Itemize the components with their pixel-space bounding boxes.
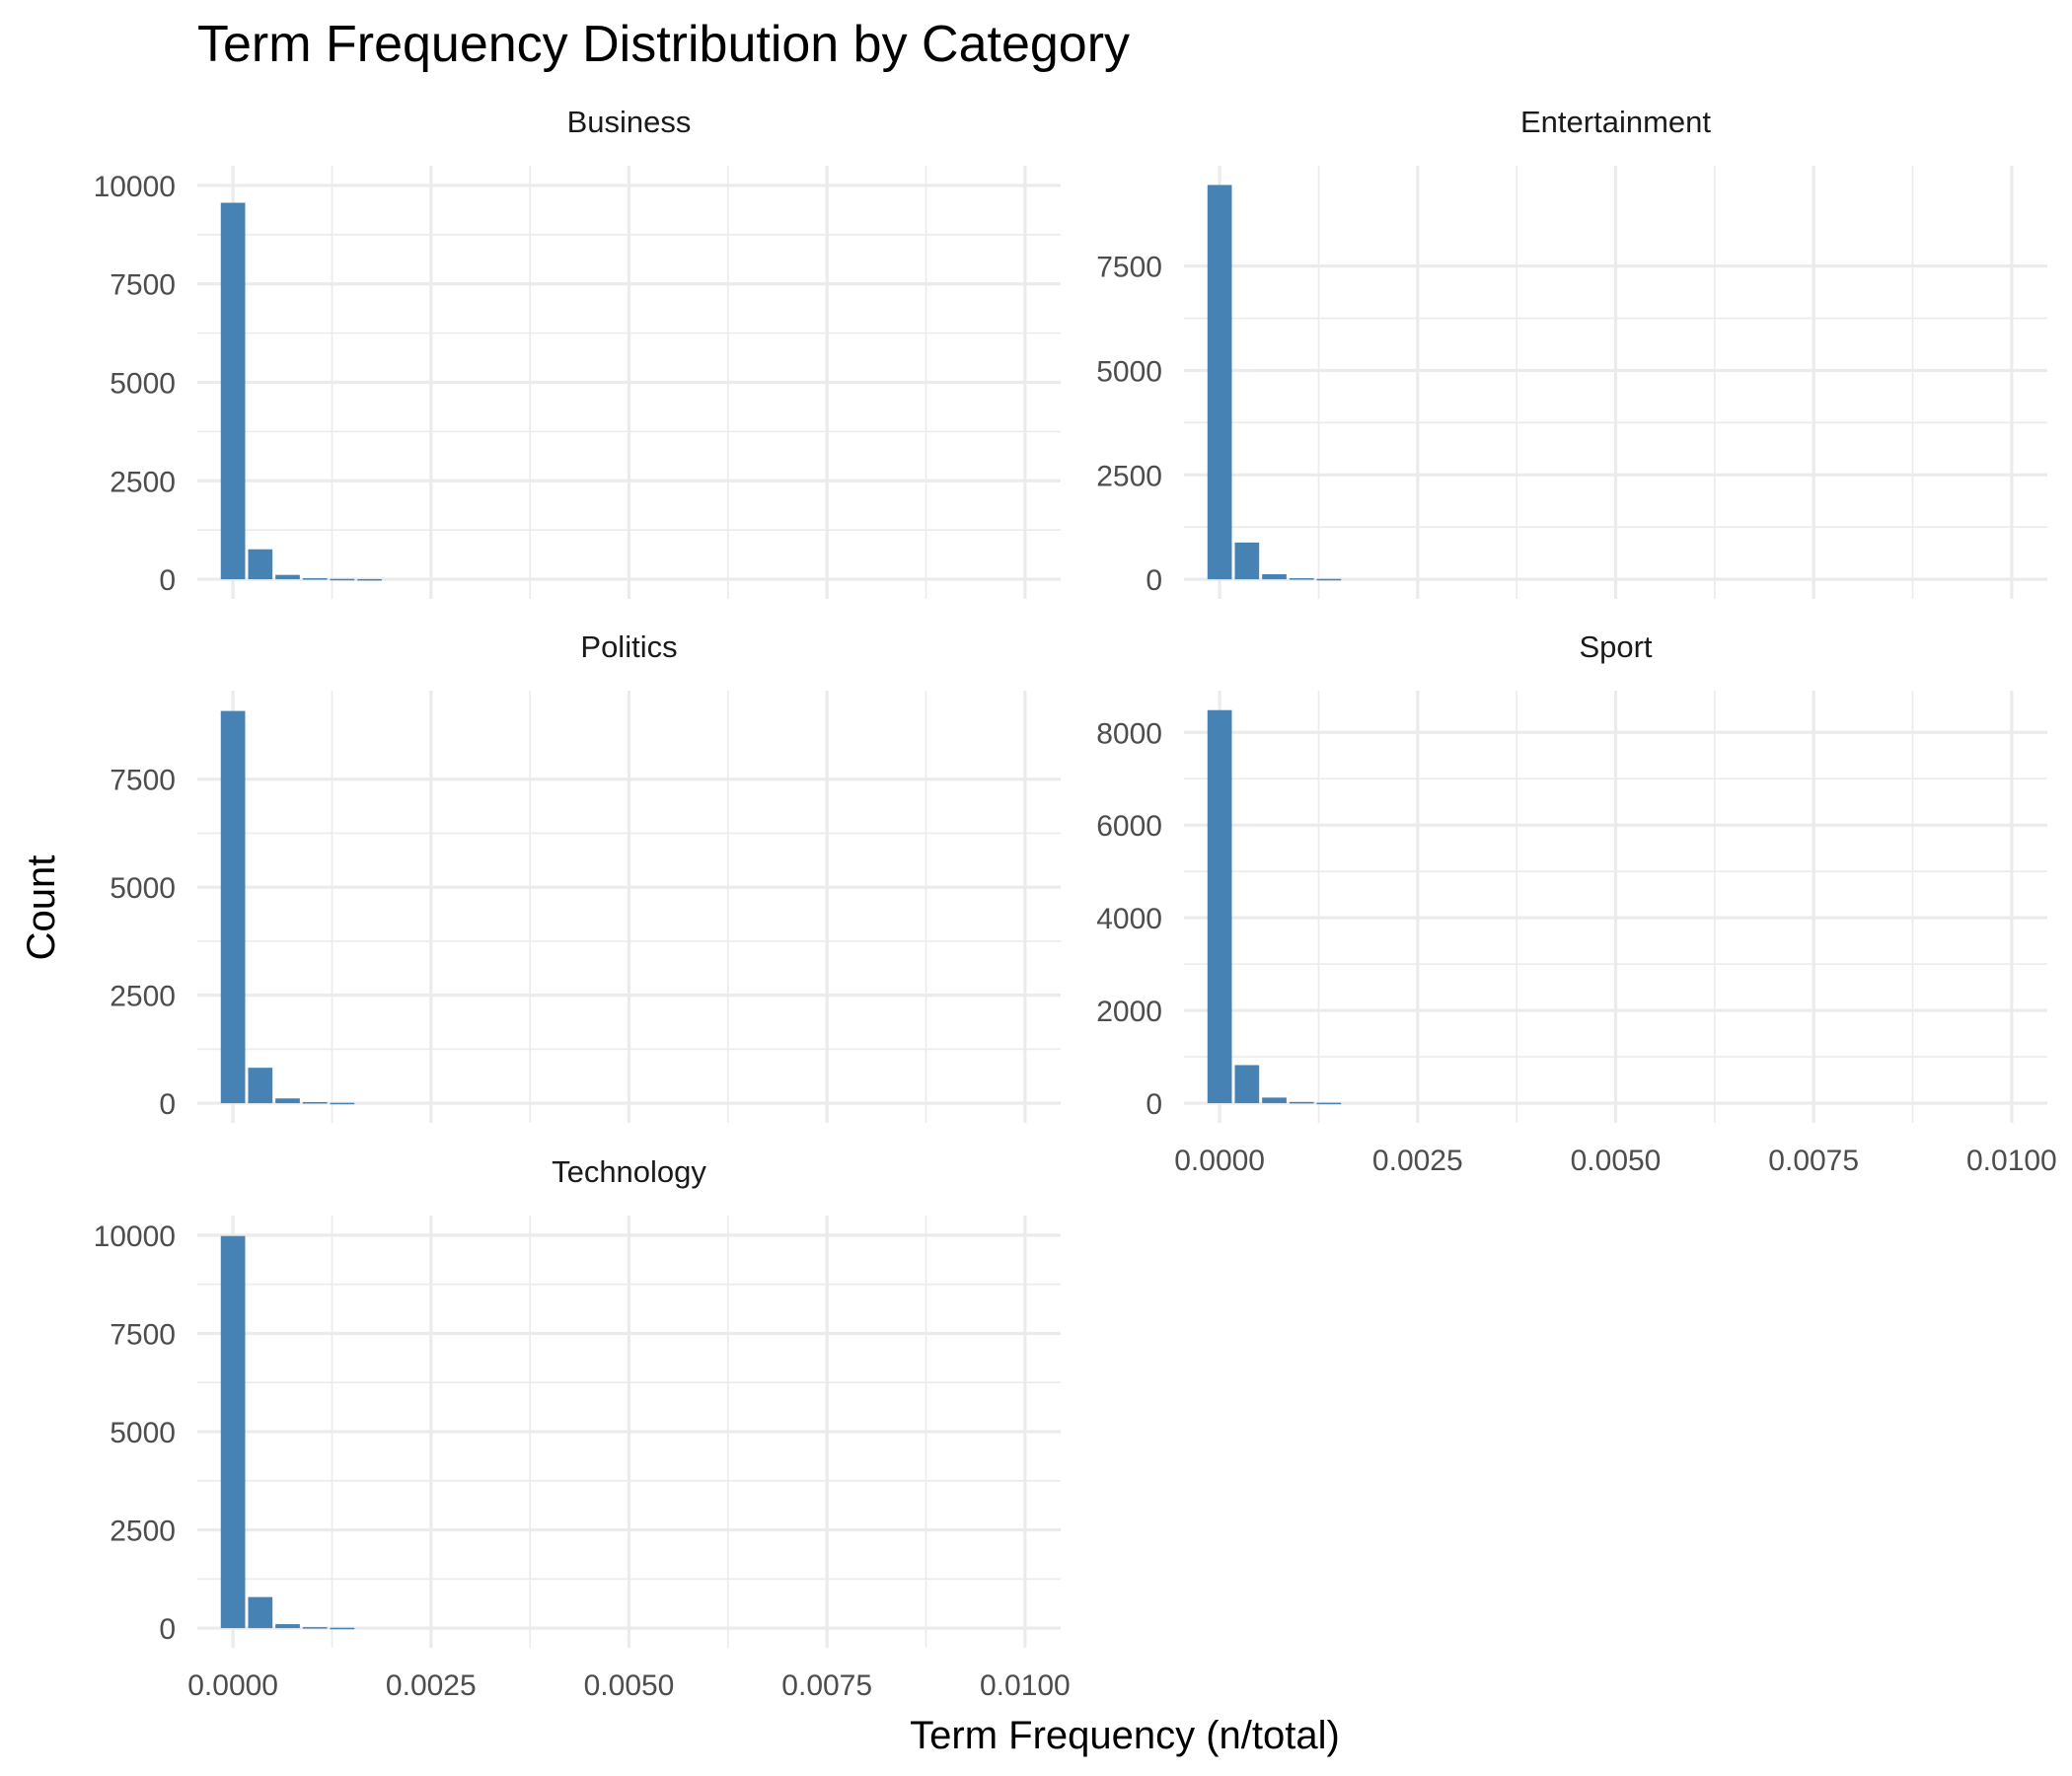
histogram-bar <box>330 578 355 581</box>
y-tick-label: 4000 <box>1096 903 1162 935</box>
y-tick-label: 7500 <box>110 269 176 302</box>
histogram-bar <box>1289 578 1314 580</box>
x-tick-label: 0.0075 <box>1768 1145 1859 1177</box>
y-tick-label: 0 <box>1146 564 1162 597</box>
x-axis-title: Term Frequency (n/total) <box>910 1714 1340 1757</box>
y-tick-label: 2500 <box>110 466 176 498</box>
histogram-bar <box>1207 709 1232 1104</box>
facet-label-sport: Sport <box>1579 629 1652 664</box>
x-tick-label: 0.0025 <box>386 1669 477 1702</box>
x-tick-label: 0.0025 <box>1372 1145 1463 1177</box>
histogram-bar <box>357 578 382 581</box>
histogram-bar <box>330 1627 355 1630</box>
y-tick-label: 0 <box>159 1088 176 1121</box>
histogram-bar <box>1234 1065 1260 1104</box>
histogram-bar <box>1234 542 1260 580</box>
x-tick-label: 0.0075 <box>781 1669 872 1702</box>
y-tick-label: 7500 <box>1096 252 1162 284</box>
histogram-bar <box>248 549 273 580</box>
y-tick-label: 7500 <box>110 765 176 797</box>
y-tick-label: 0 <box>159 1613 176 1646</box>
facet-panels: 0 2500 5000 7500 10000 Business 0 2500 5000 7500 E… <box>94 105 2057 1702</box>
x-tick-label: 0.0000 <box>187 1669 278 1702</box>
histogram-bar <box>220 202 246 580</box>
histogram-bar <box>220 1235 246 1629</box>
y-tick-label: 8000 <box>1096 717 1162 750</box>
histogram-bar <box>275 574 300 580</box>
histogram-bar <box>275 1624 300 1629</box>
panel-politics: 0 2500 5000 7500 Politics <box>110 629 1061 1123</box>
y-tick-label: 5000 <box>110 1417 176 1449</box>
histogram-bar <box>302 1101 328 1104</box>
y-tick-label: 5000 <box>1096 355 1162 388</box>
y-tick-label: 2500 <box>110 1516 176 1548</box>
y-tick-label: 10000 <box>94 171 176 203</box>
y-tick-label: 5000 <box>110 872 176 905</box>
histogram-bar <box>1262 574 1287 580</box>
histogram-bar <box>1289 1101 1314 1104</box>
y-tick-label: 10000 <box>94 1221 176 1253</box>
histogram-bar <box>1207 185 1232 580</box>
facet-label-business: Business <box>567 105 692 139</box>
x-tick-label: 0.0100 <box>980 1669 1071 1702</box>
y-tick-label: 2500 <box>1096 460 1162 492</box>
x-tick-label: 0.0050 <box>584 1669 675 1702</box>
y-axis-title: Count <box>20 855 63 961</box>
y-tick-label: 5000 <box>110 368 176 401</box>
histogram-bar <box>330 1102 355 1105</box>
y-tick-label: 2500 <box>110 981 176 1013</box>
histogram-bar <box>1316 578 1342 581</box>
histogram-bar <box>220 710 246 1104</box>
y-tick-label: 0 <box>1146 1088 1162 1121</box>
panel-business: 0 2500 5000 7500 10000 Business <box>94 105 1061 599</box>
y-tick-label: 7500 <box>110 1318 176 1351</box>
facet-label-politics: Politics <box>580 629 677 664</box>
panel-entertainment: 0 2500 5000 7500 Entertainment <box>1096 105 2047 599</box>
chart-title: Term Frequency Distribution by Category <box>197 16 1130 73</box>
histogram-bar <box>1316 1102 1342 1105</box>
histogram-bar <box>248 1596 273 1629</box>
facet-label-technology: Technology <box>552 1154 706 1189</box>
histogram-bar <box>302 1627 328 1629</box>
y-tick-label: 0 <box>159 564 176 597</box>
histogram-bar <box>248 1068 273 1104</box>
y-tick-label: 2000 <box>1096 996 1162 1028</box>
histogram-bar <box>275 1098 300 1104</box>
histogram-bar <box>1262 1097 1287 1104</box>
facet-label-entertainment: Entertainment <box>1520 105 1711 139</box>
panel-technology: 0 2500 5000 7500 10000 Technology 0.0000 0.0025… <box>94 1154 1071 1702</box>
panel-sport: 0 2000 4000 6000 8000 Sport 0.0000 0.0025 0.0050… <box>1096 629 2057 1177</box>
y-tick-label: 6000 <box>1096 810 1162 843</box>
x-tick-label: 0.0050 <box>1571 1145 1662 1177</box>
histogram-bar <box>302 578 328 580</box>
x-tick-label: 0.0000 <box>1174 1145 1265 1177</box>
x-tick-label: 0.0100 <box>1966 1145 2057 1177</box>
